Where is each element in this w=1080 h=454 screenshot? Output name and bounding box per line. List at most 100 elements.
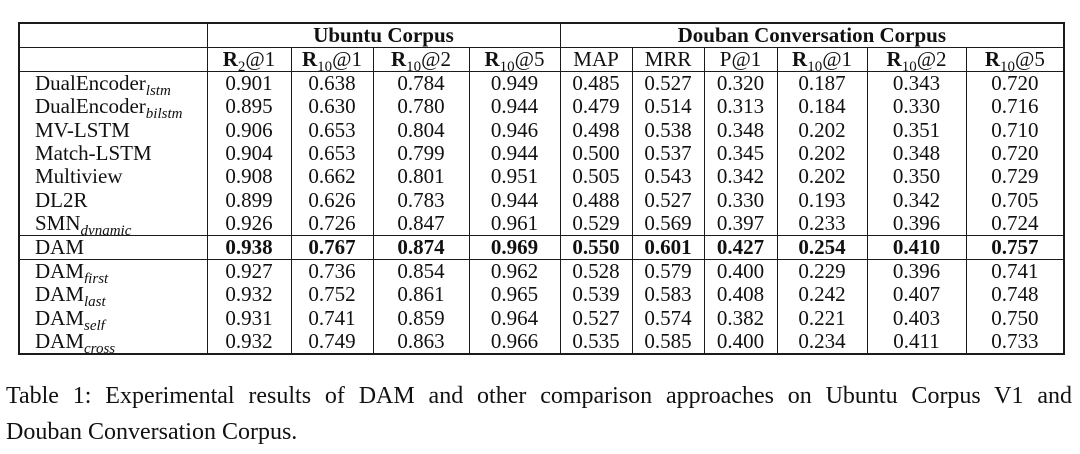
value-cell: 0.411 [866, 329, 967, 354]
value-cell: 0.961 [468, 211, 561, 236]
value-cell: 0.705 [965, 188, 1065, 212]
value-cell: 0.965 [468, 282, 561, 307]
corner-cell [19, 23, 207, 48]
model-cell: DL2R [35, 188, 88, 212]
value-cell: 0.901 [206, 71, 291, 95]
value-cell: 0.397 [703, 211, 778, 236]
table-row-dam-first: DAMfirst 0.927 0.736 0.854 0.962 0.528 0.579 0.… [19, 259, 1065, 283]
value-cell: 0.539 [559, 282, 633, 307]
value-cell: 0.193 [776, 188, 868, 212]
value-cell: 0.720 [965, 141, 1065, 166]
value-cell: 0.345 [703, 141, 778, 166]
value-cell: 0.348 [703, 118, 778, 142]
value-cell: 0.500 [559, 141, 633, 166]
value-cell: 0.904 [206, 141, 291, 166]
value-cell: 0.944 [468, 141, 561, 166]
value-cell: 0.748 [965, 282, 1065, 307]
value-cell: 0.874 [372, 235, 469, 260]
value-cell: 0.350 [866, 165, 967, 189]
table-row-dl2r: DL2R 0.899 0.626 0.783 0.944 0.488 0.527 0.330 0… [19, 188, 1065, 212]
value-cell: 0.662 [290, 165, 373, 189]
value-cell: 0.783 [372, 188, 469, 212]
value-cell: 0.529 [559, 211, 633, 236]
value-cell: 0.653 [290, 141, 373, 166]
value-cell: 0.944 [468, 188, 561, 212]
value-cell: 0.720 [965, 71, 1065, 95]
value-cell: 0.202 [776, 118, 868, 142]
value-cell: 0.527 [559, 306, 633, 330]
value-cell: 0.234 [776, 329, 868, 354]
value-cell: 0.757 [965, 235, 1065, 260]
value-cell: 0.514 [631, 95, 705, 119]
value-cell: 0.861 [372, 282, 469, 307]
value-cell: 0.780 [372, 95, 469, 119]
value-cell: 0.710 [965, 118, 1065, 142]
value-cell: 0.330 [866, 95, 967, 119]
value-cell: 0.585 [631, 329, 705, 354]
value-cell: 0.574 [631, 306, 705, 330]
metric-header-9: R10@5 [965, 47, 1065, 72]
model-cell: DAM [19, 235, 207, 260]
value-cell: 0.638 [290, 71, 373, 95]
value-cell: 0.400 [703, 259, 778, 283]
model-cell: DAMcross [35, 329, 116, 354]
value-cell: 0.351 [866, 118, 967, 142]
value-cell: 0.579 [631, 259, 705, 283]
value-cell: 0.410 [866, 235, 967, 260]
value-cell: 0.938 [206, 235, 291, 260]
value-cell: 0.202 [776, 141, 868, 166]
value-cell: 0.854 [372, 259, 469, 283]
value-cell: 0.427 [703, 235, 778, 260]
value-cell: 0.320 [703, 71, 778, 95]
value-cell: 0.330 [703, 188, 778, 212]
metric-header-1: R10@1 [290, 47, 373, 72]
value-cell: 0.382 [703, 306, 778, 330]
metric-header-6: P@1 [703, 47, 778, 72]
value-cell: 0.927 [206, 259, 291, 283]
value-cell: 0.403 [866, 306, 967, 330]
value-cell: 0.626 [290, 188, 373, 212]
results-table-container: Ubuntu Corpus Douban Conversation Corpus R… [18, 22, 1066, 355]
value-cell: 0.949 [468, 71, 561, 95]
value-cell: 0.396 [866, 211, 967, 236]
value-cell: 0.863 [372, 329, 469, 354]
value-cell: 0.485 [559, 71, 633, 95]
value-cell: 0.242 [776, 282, 868, 307]
value-cell: 0.741 [290, 306, 373, 330]
value-cell: 0.488 [559, 188, 633, 212]
metric-header-0: R2@1 [206, 47, 291, 72]
corpus-group-row: Ubuntu Corpus Douban Conversation Corpus [19, 23, 1065, 48]
value-cell: 0.537 [631, 141, 705, 166]
value-cell: 0.343 [866, 71, 967, 95]
table-row-mv-lstm: MV-LSTM 0.906 0.653 0.804 0.946 0.498 0.538 0.3… [19, 118, 1065, 142]
value-cell: 0.543 [631, 165, 705, 189]
value-cell: 0.962 [468, 259, 561, 283]
table-row-dam: DAM 0.938 0.767 0.874 0.969 0.550 0.601 0.427 0.… [19, 235, 1065, 260]
value-cell: 0.583 [631, 282, 705, 307]
model-cell: DualEncoderbilstm [35, 95, 183, 119]
value-cell: 0.906 [206, 118, 291, 142]
table-row-dualencoder-bilstm: DualEncoderbilstm 0.895 0.630 0.780 0.944 0.4… [19, 95, 1065, 119]
value-cell: 0.342 [866, 188, 967, 212]
value-cell: 0.752 [290, 282, 373, 307]
table-caption: Table 1: Experimental results of DAM and… [6, 379, 1072, 450]
corner-cell-2 [19, 47, 207, 72]
value-cell: 0.408 [703, 282, 778, 307]
model-cell: Match-LSTM [35, 141, 152, 165]
value-cell: 0.724 [965, 211, 1065, 236]
value-cell: 0.407 [866, 282, 967, 307]
value-cell: 0.847 [372, 211, 469, 236]
value-cell: 0.396 [866, 259, 967, 283]
model-cell: MV-LSTM [35, 118, 130, 142]
value-cell: 0.966 [468, 329, 561, 354]
metric-header-8: R10@2 [866, 47, 967, 72]
value-cell: 0.569 [631, 211, 705, 236]
caption-line-1: Table 1: Experimental results of DAM and… [6, 383, 1072, 409]
value-cell: 0.964 [468, 306, 561, 330]
table-row-multiview: Multiview 0.908 0.662 0.801 0.951 0.505 0.543 0… [19, 165, 1065, 189]
value-cell: 0.498 [559, 118, 633, 142]
value-cell: 0.202 [776, 165, 868, 189]
table-row-dam-cross: DAMcross 0.932 0.749 0.863 0.966 0.535 0.585 0.… [19, 329, 1065, 354]
value-cell: 0.653 [290, 118, 373, 142]
metric-header-5: MRR [631, 47, 705, 72]
